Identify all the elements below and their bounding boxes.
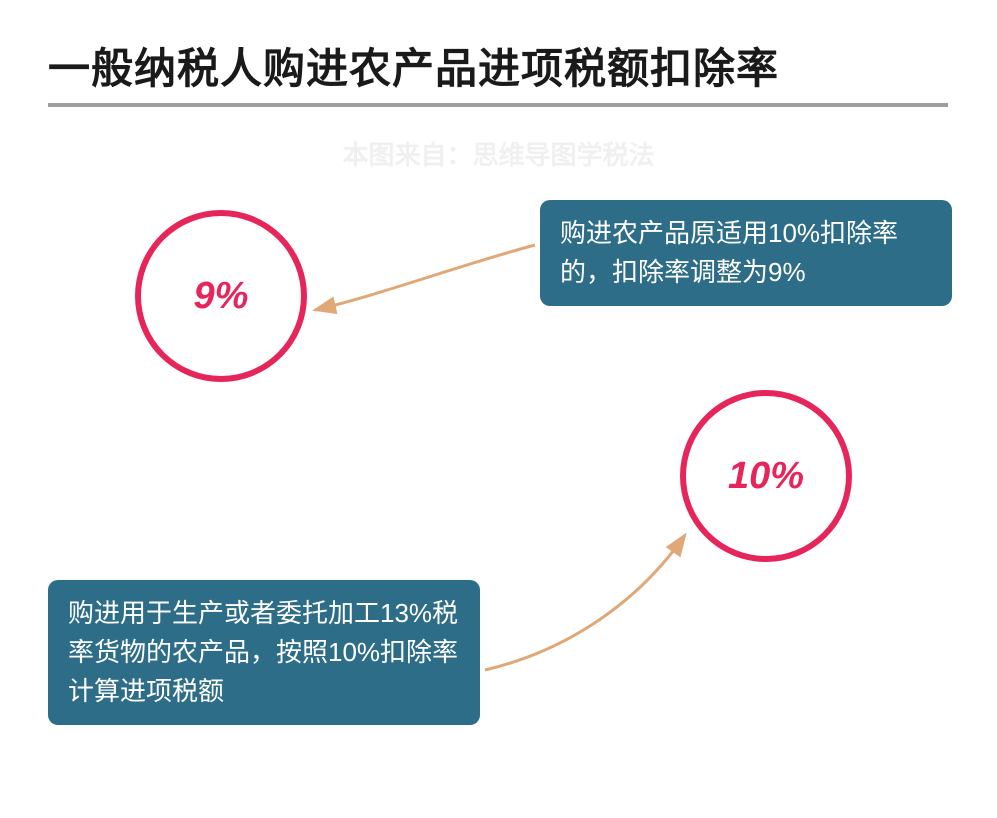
watermark-text: 本图来自：思维导图学税法 — [0, 135, 997, 172]
arrow-box2-to-circle2 — [470, 520, 720, 680]
desc-box-9: 购进农产品原适用10%扣除率的，扣除率调整为9% — [540, 200, 952, 306]
desc-box-10: 购进用于生产或者委托加工13%税率货物的农产品，按照10%扣除率计算进项税额 — [48, 580, 480, 725]
page-title: 一般纳税人购进农产品进项税额扣除率 — [48, 35, 779, 96]
desc-box-10-text: 购进用于生产或者委托加工13%税率货物的农产品，按照10%扣除率计算进项税额 — [68, 598, 458, 706]
desc-box-9-text: 购进农产品原适用10%扣除率的，扣除率调整为9% — [560, 218, 898, 287]
arrow-box1-to-circle1 — [300, 240, 550, 360]
title-divider — [48, 103, 948, 107]
rate-circle-9-label: 9% — [194, 275, 249, 318]
rate-circle-10: 10% — [680, 390, 852, 562]
rate-circle-10-label: 10% — [728, 455, 804, 498]
rate-circle-9: 9% — [135, 210, 307, 382]
